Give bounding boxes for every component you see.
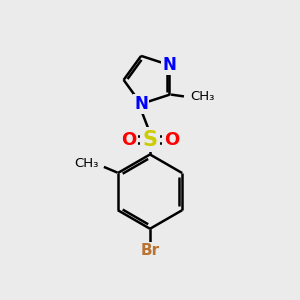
- Text: CH₃: CH₃: [75, 157, 99, 170]
- Text: N: N: [134, 95, 148, 113]
- Text: Br: Br: [140, 243, 160, 258]
- Text: O: O: [164, 130, 179, 148]
- Text: S: S: [142, 130, 158, 150]
- Text: O: O: [121, 130, 136, 148]
- Text: N: N: [162, 56, 176, 74]
- Text: CH₃: CH₃: [191, 90, 215, 103]
